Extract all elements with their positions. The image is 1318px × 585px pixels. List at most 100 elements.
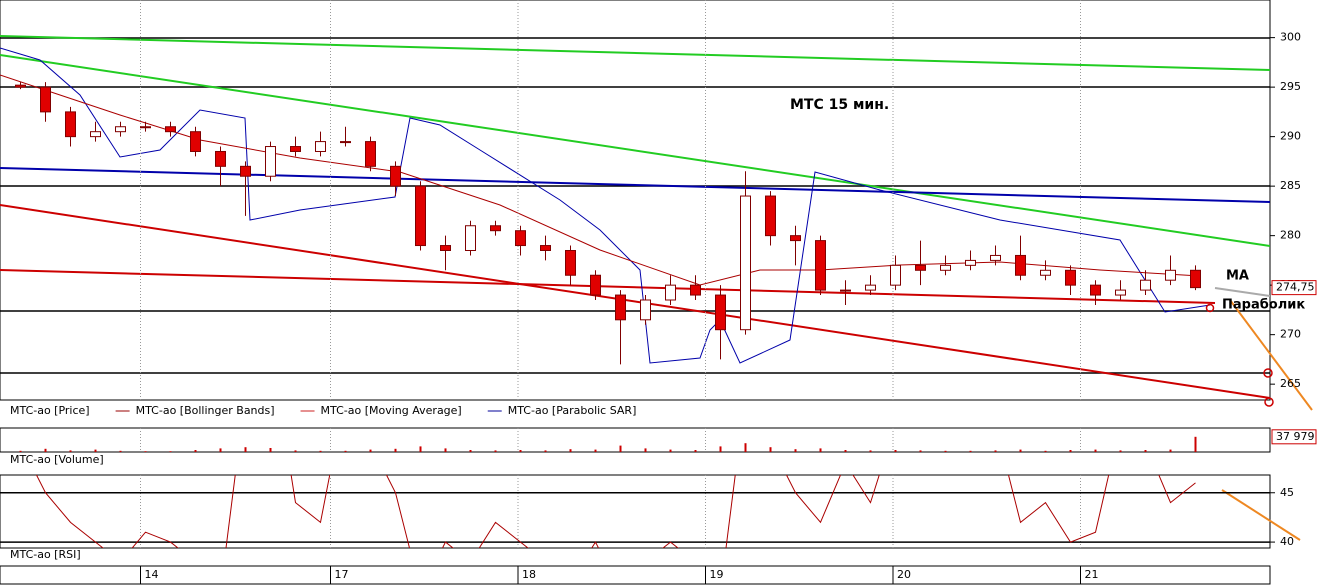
- candle-body: [865, 284, 876, 291]
- volume-bar: [69, 450, 72, 452]
- volume-panel: [0, 427, 1271, 453]
- candle-body: [965, 259, 976, 266]
- volume-bar: [644, 448, 647, 452]
- candle-body: [40, 86, 51, 113]
- y-tick-label: 265: [1280, 377, 1301, 390]
- value-tag-label: 274,75: [1276, 281, 1315, 294]
- candle-body: [465, 225, 476, 251]
- candle-body: [440, 245, 451, 251]
- candle-body: [790, 235, 801, 242]
- trend-line: [0, 204, 1270, 399]
- candle-body: [390, 165, 401, 187]
- volume-bar: [519, 450, 522, 452]
- volume-bar: [369, 449, 372, 452]
- candle-body: [340, 141, 351, 144]
- y-tick-label: 280: [1280, 229, 1301, 242]
- x-tick-label: 14: [145, 568, 159, 581]
- annotation: Параболик: [1222, 298, 1305, 313]
- candle-body: [65, 111, 76, 138]
- forecast-arrow: [1221, 489, 1301, 541]
- volume-bar: [394, 448, 397, 452]
- volume-bar: [594, 449, 597, 452]
- candle-body: [215, 150, 226, 167]
- volume-bar: [1169, 449, 1172, 452]
- volume-bar: [144, 451, 147, 452]
- candle-body: [140, 126, 151, 129]
- volume-bar: [819, 448, 822, 452]
- candle-body: [15, 84, 26, 88]
- legend-label: MTC-ao [Moving Average]: [321, 404, 462, 417]
- volume-bar: [794, 449, 797, 452]
- volume-bar: [1094, 449, 1097, 452]
- volume-bar: [1119, 450, 1122, 452]
- candle-body: [715, 294, 726, 331]
- volume-bar: [719, 446, 722, 452]
- ma-projection: [1214, 287, 1270, 297]
- candle-body: [415, 185, 426, 247]
- value-tag-label: 37 979: [1276, 430, 1315, 443]
- marker: [1264, 397, 1274, 407]
- volume-bar: [319, 450, 322, 452]
- candle-body: [190, 131, 201, 152]
- candle-body: [815, 240, 826, 291]
- candle-body: [640, 299, 651, 321]
- candle-body: [1015, 254, 1026, 276]
- volume-bar: [269, 448, 272, 452]
- volume-bar: [1019, 449, 1022, 452]
- y-tick-label: 295: [1280, 80, 1301, 93]
- trend-line: [0, 35, 1270, 71]
- candle-body: [1140, 279, 1151, 291]
- legend-label: MTC-ao [Parabolic SAR]: [508, 404, 637, 417]
- volume-bar: [19, 450, 22, 452]
- candle-body: [940, 264, 951, 271]
- volume-bar: [244, 447, 247, 452]
- y-tick-label: 270: [1280, 328, 1301, 341]
- volume-bar: [769, 447, 772, 452]
- volume-bar: [119, 450, 122, 452]
- volume-bar: [619, 445, 622, 452]
- volume-bar: [169, 451, 172, 452]
- y-tick-label: 285: [1280, 179, 1301, 192]
- value-tag: [1271, 280, 1317, 296]
- annotation: MA: [1226, 269, 1249, 284]
- candle-body: [565, 249, 576, 276]
- candle-body: [540, 245, 551, 251]
- x-tick-label: 19: [710, 568, 724, 581]
- candle-body: [615, 294, 626, 321]
- rsi-panel: [0, 474, 1271, 549]
- volume-bar: [419, 446, 422, 452]
- candle-body: [490, 225, 501, 232]
- candle-body: [1165, 269, 1176, 281]
- candle-body: [165, 126, 176, 133]
- volume-bar: [744, 443, 747, 452]
- candle-body: [990, 254, 1001, 261]
- volume-bar: [569, 449, 572, 452]
- candle-body: [290, 146, 301, 152]
- trend-line: [0, 269, 1216, 304]
- candle-body: [690, 284, 701, 296]
- candle-body: [665, 284, 676, 301]
- candle-body: [515, 230, 526, 247]
- y-tick-label: 40: [1280, 535, 1294, 548]
- volume-bar: [969, 450, 972, 452]
- legend-label: MTC-ao [Price]: [10, 404, 90, 417]
- volume-bar: [994, 450, 997, 452]
- candle-body: [265, 146, 276, 177]
- legend-label: MTC-ao [Bollinger Bands]: [136, 404, 275, 417]
- forecast-arrow: [1229, 299, 1313, 411]
- candle-body: [115, 126, 126, 133]
- marker: [1263, 368, 1273, 378]
- volume-bar: [894, 450, 897, 452]
- volume-bar: [44, 448, 47, 452]
- x-tick-label: 20: [897, 568, 911, 581]
- volume-bar: [294, 450, 297, 452]
- value-tag: [1271, 429, 1317, 445]
- y-tick-label: 300: [1280, 31, 1301, 44]
- x-tick-label: 18: [522, 568, 536, 581]
- marker: [1205, 303, 1215, 313]
- volume-bar: [469, 450, 472, 452]
- candle-body: [915, 264, 926, 271]
- candle-body: [1190, 269, 1201, 289]
- candle-body: [90, 131, 101, 138]
- candle-body: [890, 264, 901, 286]
